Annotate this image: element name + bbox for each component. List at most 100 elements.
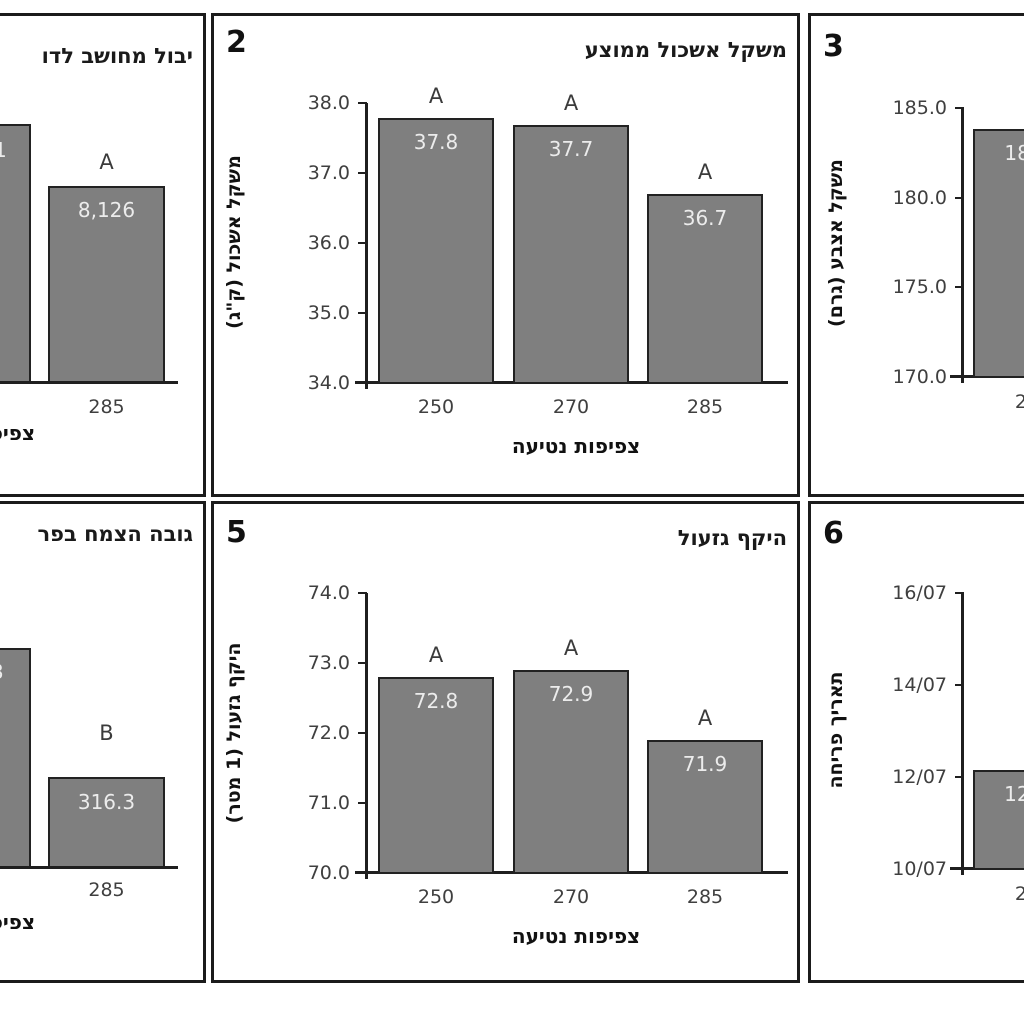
significance-letter: A [99,150,114,174]
significance-letter: A [428,643,444,667]
bar-value-label: 72.8 [413,689,459,713]
x-axis-title: צפיפות נטיעה [511,434,641,458]
bar-value-label: 1 [0,138,7,162]
bar [0,124,31,384]
bar [513,670,629,874]
y-tick-label: 73.0 [307,652,350,674]
y-tick-label: 180.0 [892,187,947,209]
y-tick-mark [358,732,367,734]
y-tick-label: 175.0 [892,276,947,298]
y-tick-label: 37.0 [307,162,350,184]
y-tick-label: 74.0 [307,582,350,604]
bar-value-label: 71.9 [682,752,728,776]
x-axis-title: צפיפות נטיעה [511,924,641,948]
y-tick-label: 38.0 [307,92,350,114]
x-axis-line [0,866,178,869]
x-tick-label: 250 [1014,391,1024,413]
bar-value-label: 37.8 [413,130,459,154]
y-tick-mark [358,172,367,174]
x-tick-label: 270 [552,396,590,418]
bar [48,777,165,869]
chart-panel-6: 6 תאריך פריחה 16/07 14/07 12/07 10/07 12… [808,501,1024,983]
bar-value-label: 36.7 [682,206,728,230]
significance-letter: A [697,160,713,184]
y-tick-mark [358,102,367,104]
bar [513,125,629,384]
y-axis-line [961,593,964,875]
bar-value-label: 183.9 [1004,141,1024,165]
chart-panel-2: 2 משקל אשכול ממוצע משקל אשכול (ק"ג) 38.0… [211,13,800,497]
chart-title: היקף גזעול [677,526,787,550]
y-axis-line [365,593,368,879]
panel-number: 5 [226,515,247,550]
bar-value-label: 3 [0,662,4,682]
y-tick-mark [955,286,964,288]
bar-value-label: 316.3 [77,790,136,814]
significance-letter: A [563,91,579,115]
y-axis-title: תאריך פריחה [825,671,847,789]
panel-number: 3 [823,29,844,64]
panel-number: 6 [823,516,844,551]
x-axis-line [0,381,178,384]
y-axis-line [961,108,964,383]
y-tick-label: 35.0 [307,302,350,324]
bar-value-label: 72.9 [548,682,594,706]
y-axis-title: משקל אשכול (ק"ג) [223,155,245,329]
chart-panel-3: 3 משקל אצבע (גרם) 185.0 180.0 175.0 170.… [808,13,1024,497]
chart-panel-5: 5 היקף גזעול היקף גזעול (1 מטר) 74.0 73.… [211,501,800,983]
y-tick-mark [955,684,964,686]
chart-panel-1: יבול מחושב לדו 1 A 8,126 285 צפיפות נטיע… [0,13,206,497]
bar [973,129,1024,378]
y-tick-label: 71.0 [307,792,350,814]
y-tick-label: 16/07 [892,582,947,604]
bar [48,186,165,384]
bar [647,740,763,874]
y-axis-title: היקף גזעול (1 מטר) [223,642,245,824]
y-tick-mark [955,776,964,778]
y-tick-mark [358,312,367,314]
bar-value-label: 8,126 [77,198,136,222]
y-axis-line [365,103,368,389]
y-tick-label: 12/07 [892,766,947,788]
bar-value-label: 37.7 [548,137,594,161]
x-tick-label: 250 [417,886,455,908]
y-tick-mark [955,592,964,594]
x-tick-label: 285 [686,396,724,418]
y-tick-label: 36.0 [307,232,350,254]
bar [378,677,494,874]
bar [378,118,494,384]
y-tick-label: 34.0 [307,372,350,394]
x-tick-label: 250 [417,396,455,418]
significance-letter: A [697,706,713,730]
chart-title: גובה הצמח בפר [37,522,193,546]
x-tick-label: 285 [88,879,125,901]
y-tick-mark [358,242,367,244]
chart-panel-4: גובה הצמח בפר 3 B 316.3 285 צפיפות נטיעה [0,501,206,983]
y-tick-mark [358,802,367,804]
y-tick-mark [358,592,367,594]
y-tick-label: 185.0 [892,97,947,119]
bar [0,648,31,869]
x-axis-title: צפיפות נטיעה [0,421,35,445]
bar [973,770,1024,870]
y-axis-title: משקל אצבע (גרם) [825,159,847,327]
significance-letter: A [563,636,579,660]
significance-letter: B [99,721,114,745]
x-axis-title: צפיפות נטיעה [0,910,35,934]
significance-letter: A [428,84,444,108]
y-tick-mark [955,107,964,109]
bar [647,194,763,384]
y-tick-label: 14/07 [892,674,947,696]
chart-title: יבול מחושב לדו [41,44,193,68]
chart-title: משקל אשכול ממוצע [584,38,787,62]
y-tick-mark [955,197,964,199]
x-tick-label: 250 [1014,883,1024,905]
y-tick-label: 170.0 [892,366,947,388]
y-tick-label: 10/07 [892,858,947,880]
y-tick-mark [358,662,367,664]
x-tick-label: 285 [686,886,724,908]
y-tick-label: 72.0 [307,722,350,744]
y-tick-label: 70.0 [307,862,350,884]
x-tick-label: 285 [88,396,125,418]
